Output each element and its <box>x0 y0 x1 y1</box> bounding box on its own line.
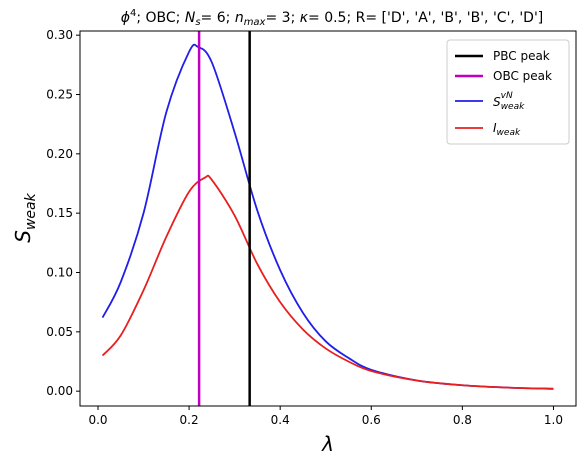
legend-svn-main: S <box>493 95 501 109</box>
legend-svn-sup: vN <box>501 91 513 101</box>
x-tick-label: 0.2 <box>180 413 199 427</box>
title-phi: ϕ <box>121 10 130 26</box>
title-seg2: = 6; <box>201 10 235 26</box>
x-tick-label: 0.8 <box>453 413 472 427</box>
y-tick-label: 0.20 <box>46 147 73 161</box>
y-tick-label: 0.15 <box>46 206 73 220</box>
title-seg1: ; OBC; <box>136 10 185 26</box>
title-nmax: n <box>235 10 244 26</box>
y-axis-label-sub: weak <box>23 192 39 230</box>
y-axis: 0.00 0.05 0.10 0.15 0.20 0.25 0.30 <box>46 28 80 398</box>
series-line-i-weak <box>101 174 554 390</box>
legend-iweak-main: I <box>493 121 497 135</box>
x-tick-label: 1.0 <box>544 413 563 427</box>
y-tick-label: 0.05 <box>46 325 73 339</box>
legend-label-iweak: Iweak <box>493 121 521 138</box>
title-phi-sup: 4 <box>130 8 136 19</box>
title-seg4: = 0.5; R= ['D', 'A', 'B', 'B', 'C', 'D'] <box>308 10 543 26</box>
title-ns-sub: s <box>195 17 200 28</box>
x-axis-label: λ <box>321 432 334 456</box>
x-tick-label: 0.0 <box>88 413 107 427</box>
legend-svn-sub: weak <box>501 102 525 112</box>
x-tick-label: 0.4 <box>271 413 290 427</box>
chart-title: ϕ4; OBC; Ns= 6; nmax= 3; κ= 0.5; R= ['D'… <box>121 8 544 28</box>
legend-frame <box>446 39 570 145</box>
title-seg3: = 3; <box>265 10 299 26</box>
y-tick-label: 0.30 <box>46 28 73 42</box>
y-axis-label: Sweak <box>11 192 39 242</box>
x-axis: 0.0 0.2 0.4 0.6 0.8 1.0 <box>88 406 563 427</box>
legend-label-pbc: PBC peak <box>493 49 550 63</box>
plot-area <box>79 30 577 407</box>
legend-iweak-sub: weak <box>497 128 521 138</box>
title-nmax-sub: max <box>244 17 266 28</box>
y-tick-label: 0.25 <box>46 87 73 101</box>
legend-label-obc: OBC peak <box>493 69 552 83</box>
y-tick-label: 0.00 <box>46 384 73 398</box>
title-kappa: κ <box>300 10 309 26</box>
plot-frame <box>79 30 577 407</box>
y-axis-label-main: S <box>11 230 35 243</box>
y-tick-label: 0.10 <box>46 265 73 279</box>
title-ns: N <box>185 10 196 26</box>
x-tick-label: 0.6 <box>362 413 381 427</box>
legend-label-svn: SvN weak <box>493 91 525 112</box>
legend: PBC peak OBC peak SvN weak Iweak <box>446 39 570 145</box>
